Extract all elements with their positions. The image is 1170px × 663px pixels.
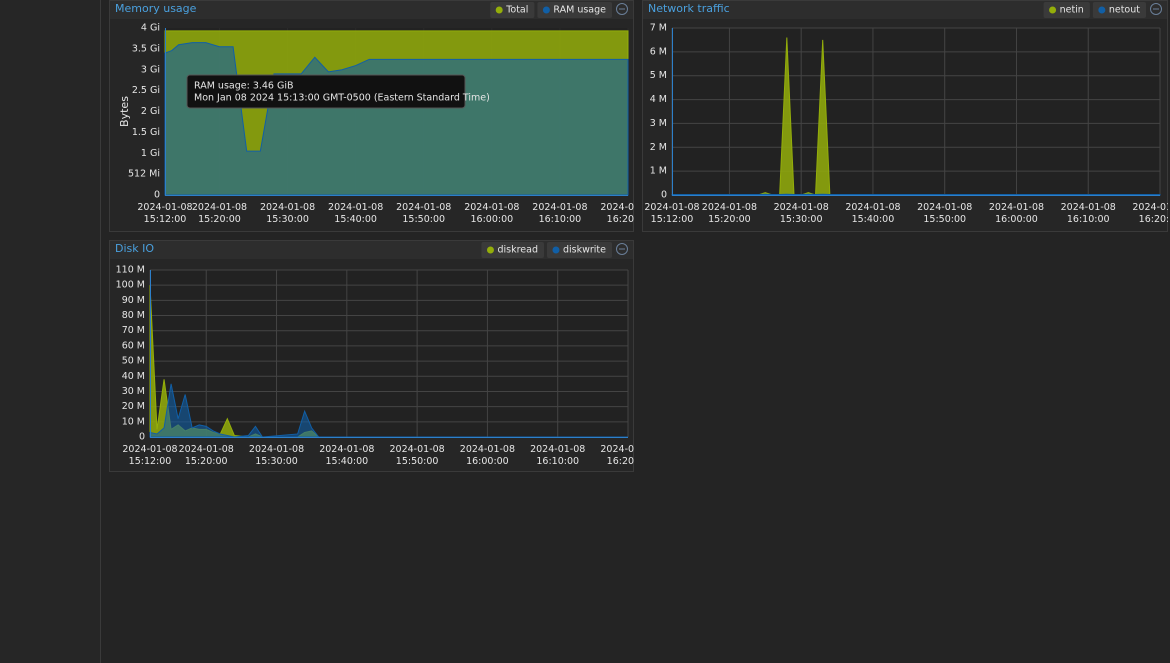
panel-title: Disk IO [115, 242, 154, 255]
y-tick-label: 40 M [122, 371, 145, 382]
y-tick-label: 90 M [122, 295, 145, 306]
legend-swatch [552, 246, 560, 254]
y-tick-label: 7 M [650, 23, 667, 34]
legend-item[interactable] [1092, 2, 1146, 18]
plot-area [150, 270, 628, 437]
x-tick-label: 2024-01-08 15:12:00 [137, 202, 192, 225]
y-axis-label: Bytes [118, 96, 131, 127]
legend-label: diskwrite [563, 245, 606, 256]
x-tick-label: 2024-01-08 15:40:00 [328, 202, 383, 225]
y-tick-label: 3.5 Gi [132, 43, 160, 54]
x-tick-label: 2024-01-08 15:30:00 [260, 202, 315, 225]
x-tick-label: 2024-01-08 16:10:00 [532, 202, 587, 225]
legend-swatch [542, 6, 550, 14]
y-tick-label: 3 Gi [141, 64, 160, 75]
legend-item[interactable] [1043, 2, 1090, 18]
sidebar [0, 0, 100, 663]
panel-title: Network traffic [648, 2, 730, 15]
y-tick-label: 1 Gi [141, 148, 160, 159]
x-tick-label: 2024-01-08 16:10:00 [530, 444, 585, 467]
x-tick-label: 2024-01-08 15:12:00 [122, 444, 177, 467]
x-tick-label: 2024-01-08 15:12:00 [644, 202, 699, 225]
y-tick-label: 70 M [122, 325, 145, 336]
x-tick-label: 2024-01-08 15:20:00 [179, 444, 234, 467]
x-tick-label: 2024-01-08 15:50:00 [390, 444, 445, 467]
y-tick-label: 20 M [122, 401, 145, 412]
collapse-tool[interactable] [616, 243, 628, 255]
y-tick-label: 4 Gi [141, 23, 160, 34]
legend-label: netout [1109, 5, 1140, 16]
panel: Memory usage RAM usage Total 0 512 Mi 1 Gi 1.5… [109, 0, 655, 232]
y-tick-label: 512 Mi [128, 169, 160, 180]
y-tick-label: 50 M [122, 356, 145, 367]
legend-swatch [486, 246, 494, 254]
legend-item[interactable] [537, 2, 612, 18]
y-tick-label: 4 M [650, 94, 667, 105]
x-tick-label: 2024-01-08 16:00:00 [989, 202, 1044, 225]
y-tick-label: 3 M [650, 118, 667, 129]
panel-header [643, 1, 1167, 19]
legend-label: RAM usage [553, 5, 606, 16]
tooltip-line: Mon Jan 08 2024 15:13:00 GMT-0500 (Easte… [194, 93, 490, 104]
x-tick-label: 2024-01-08 15:40:00 [845, 202, 900, 225]
y-tick-label: 30 M [122, 386, 145, 397]
legend-label: Total [505, 5, 528, 16]
legend-item[interactable] [546, 242, 612, 258]
panel: Network traffic netout netin 0 1 M 2 M 3 M 4 M 5… [642, 0, 1170, 232]
y-tick-label: 2.5 Gi [132, 85, 160, 96]
y-tick-label: 10 M [122, 416, 145, 427]
y-tick-label: 0 [661, 190, 667, 201]
collapse-tool[interactable] [1150, 3, 1162, 15]
area [164, 42, 629, 196]
y-tick-label: 100 M [116, 280, 145, 291]
y-tick-label: 2 M [650, 142, 667, 153]
collapse-tool[interactable] [616, 3, 628, 15]
legend-swatch [1049, 6, 1057, 14]
x-tick-label: 2024-01-08 15:50:00 [396, 202, 451, 225]
legend-swatch [1098, 6, 1106, 14]
x-tick-label: 2024-01-08 16:10:00 [1061, 202, 1116, 225]
y-tick-label: 80 M [122, 310, 145, 321]
y-tick-label: 5 M [650, 70, 667, 81]
area [671, 193, 1161, 196]
legend-item[interactable] [490, 2, 535, 18]
y-tick-label: 60 M [122, 340, 145, 351]
y-tick-label: 0 [139, 432, 145, 443]
y-tick-label: 6 M [650, 46, 667, 57]
y-tick-label: 1 M [650, 166, 667, 177]
legend-label: netin [1060, 5, 1084, 16]
x-tick-label: 2024-01-08 16:00:00 [464, 202, 519, 225]
legend-label: diskread [497, 245, 538, 256]
y-tick-label: 1.5 Gi [132, 127, 160, 138]
x-tick-label: 2024-01-08 15:40:00 [319, 444, 374, 467]
panel-title: Memory usage [115, 2, 197, 15]
x-tick-label: 2024-01-08 15:30:00 [774, 202, 829, 225]
tooltip [186, 74, 466, 109]
area [149, 383, 628, 438]
y-tick-label: 110 M [116, 265, 145, 276]
x-tick-label: 2024-01-08 15:30:00 [249, 444, 304, 467]
legend-item[interactable] [481, 242, 544, 258]
x-tick-label: 2024-01-08 16:00:00 [460, 444, 515, 467]
x-tick-label: 2024-01-08 15:50:00 [917, 202, 972, 225]
y-tick-label: 2 Gi [141, 106, 160, 117]
plot-area [672, 28, 1160, 195]
y-tick-label: 0 [154, 190, 160, 201]
x-tick-label: 2024-01-08 15:20:00 [702, 202, 757, 225]
legend-swatch [495, 6, 503, 14]
panel: Disk IO diskwrite diskread 0 10 M 20 M 30 M 40 … [109, 240, 655, 472]
x-tick-label: 2024-01-08 15:20:00 [192, 202, 247, 225]
tooltip-line: RAM usage: 3.46 GiB [194, 81, 294, 92]
